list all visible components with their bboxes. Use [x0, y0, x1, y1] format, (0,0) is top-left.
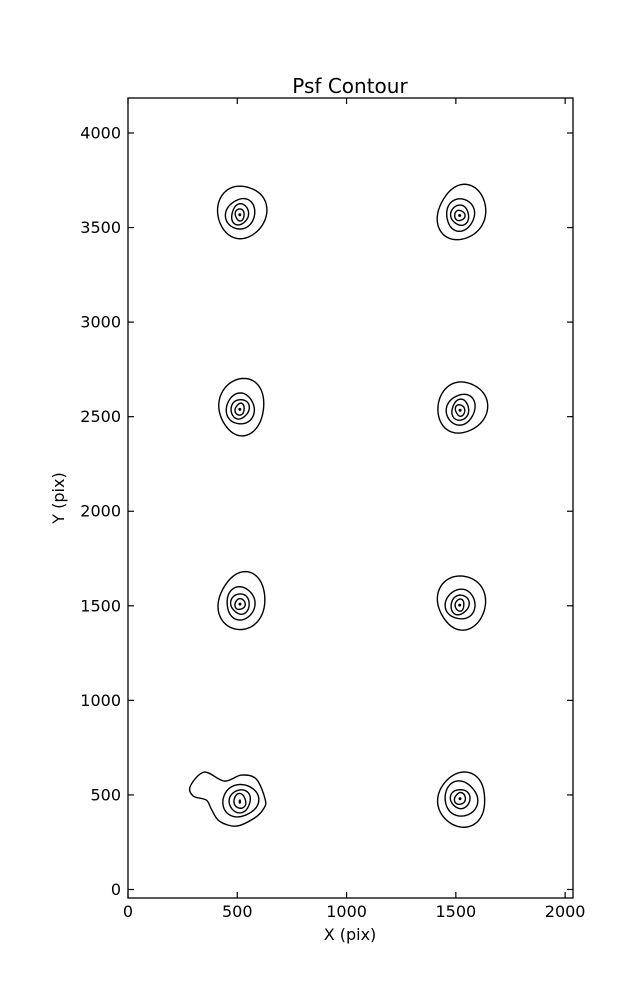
psf-center-dot — [238, 799, 242, 804]
contour-ring — [216, 185, 268, 240]
contour-ring — [217, 570, 266, 631]
psf-spot — [216, 185, 268, 240]
x-tick-label: 0 — [123, 902, 133, 921]
contour-ring — [449, 204, 470, 227]
x-axis-label: X (pix) — [324, 925, 377, 944]
psf-spot — [188, 771, 267, 827]
contour-ring — [222, 783, 260, 818]
contour-ring — [226, 585, 256, 621]
contour-ring — [437, 381, 489, 434]
contour-ring — [436, 183, 487, 241]
contour-ring — [233, 792, 247, 809]
psf-spot — [436, 183, 487, 241]
psf-spot — [218, 377, 265, 437]
plot-title: Psf Contour — [292, 74, 408, 98]
contour-ring — [228, 789, 252, 814]
contour-ring — [445, 198, 476, 232]
axes-border — [127, 97, 574, 899]
y-tick-label: 500 — [90, 785, 121, 804]
contour-ring — [234, 208, 245, 222]
psf-spot — [437, 381, 489, 434]
psf-center-dot — [458, 797, 462, 801]
contour-ring — [454, 404, 466, 417]
psf-outer-contour — [188, 771, 267, 827]
x-tick-label: 1500 — [435, 902, 476, 921]
x-tick-label: 2000 — [545, 902, 586, 921]
contour-ring — [453, 791, 467, 805]
contour-ring — [218, 377, 265, 437]
contour-ring — [445, 393, 476, 426]
y-tick-label: 4000 — [80, 123, 121, 142]
contour-ring — [225, 392, 256, 425]
y-tick-label: 1000 — [80, 691, 121, 710]
psf-center-dot — [238, 213, 242, 217]
psf-spot — [436, 575, 487, 631]
contour-ring — [444, 588, 476, 620]
contour-ring — [451, 398, 470, 421]
contour-ring — [449, 789, 471, 810]
contour-ring — [234, 597, 246, 611]
contour-ring — [436, 771, 486, 828]
contour-ring — [450, 594, 470, 616]
psf-center-dot — [238, 602, 242, 606]
contour-ring — [454, 598, 465, 612]
psf-center-dot — [238, 407, 242, 411]
psf-contour-spots — [188, 183, 489, 828]
x-tick-label: 500 — [222, 902, 253, 921]
contour-ring — [436, 575, 487, 631]
axes-frame: 0 500 1000 1500 2000 0 500 1000 1500 2000 2500 3000… — [80, 97, 586, 921]
contour-ring — [230, 399, 251, 420]
contour-ring — [453, 209, 466, 222]
y-tick-label: 3500 — [80, 218, 121, 237]
psf-center-dot — [458, 408, 462, 412]
y-tick-label: 1500 — [80, 596, 121, 615]
psf-center-dot — [458, 603, 462, 607]
contour-ring — [229, 593, 250, 615]
contour-ring — [444, 780, 479, 817]
y-tick-label: 3000 — [80, 313, 121, 332]
y-tick-label: 0 — [111, 880, 121, 899]
contour-ring — [230, 203, 250, 226]
contour-ring — [224, 197, 256, 230]
y-tick-label: 2500 — [80, 407, 121, 426]
y-axis-label: Y (pix) — [49, 472, 68, 524]
contour-ring — [234, 402, 245, 416]
x-tick-label: 1000 — [326, 902, 367, 921]
psf-center-dot — [458, 213, 462, 217]
y-tick-label: 2000 — [80, 502, 121, 521]
psf-spot — [436, 771, 486, 828]
psf-spot — [217, 570, 266, 631]
